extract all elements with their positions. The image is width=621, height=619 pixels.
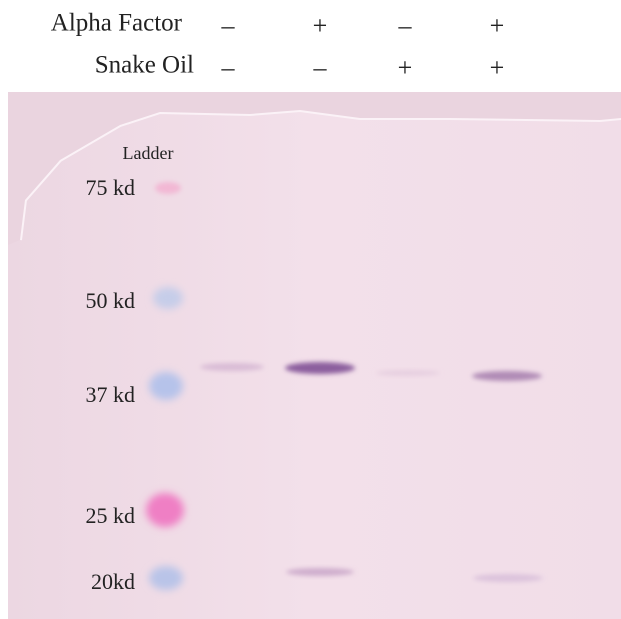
- band: [146, 493, 184, 527]
- header: Alpha Factor–+–+Snake Oil––++: [51, 10, 505, 82]
- marker-label: 20kd: [91, 569, 135, 594]
- marker-label: 75 kd: [86, 175, 136, 200]
- band: [149, 372, 183, 400]
- marker-label: 25 kd: [86, 503, 136, 528]
- condition-sign: –: [221, 11, 236, 40]
- band: [376, 370, 440, 376]
- band: [473, 574, 543, 582]
- condition-sign: +: [313, 11, 328, 40]
- ladder-title: Ladder: [123, 143, 174, 163]
- condition-sign: +: [398, 53, 413, 82]
- marker-label: 50 kd: [86, 288, 136, 313]
- band: [285, 362, 355, 374]
- band: [472, 371, 542, 381]
- membrane: [8, 92, 621, 619]
- condition-label: Alpha Factor: [51, 10, 183, 37]
- condition-sign: –: [398, 11, 413, 40]
- marker-label: 37 kd: [86, 382, 136, 407]
- condition-sign: –: [313, 53, 328, 82]
- band: [153, 287, 183, 309]
- figure: Alpha Factor–+–+Snake Oil––++ Ladder75 k…: [0, 0, 621, 619]
- condition-sign: +: [490, 11, 505, 40]
- band: [200, 363, 264, 371]
- band: [286, 568, 354, 576]
- band: [155, 182, 181, 194]
- condition-label: Snake Oil: [95, 52, 194, 79]
- condition-sign: +: [490, 53, 505, 82]
- condition-sign: –: [221, 53, 236, 82]
- band: [149, 566, 183, 590]
